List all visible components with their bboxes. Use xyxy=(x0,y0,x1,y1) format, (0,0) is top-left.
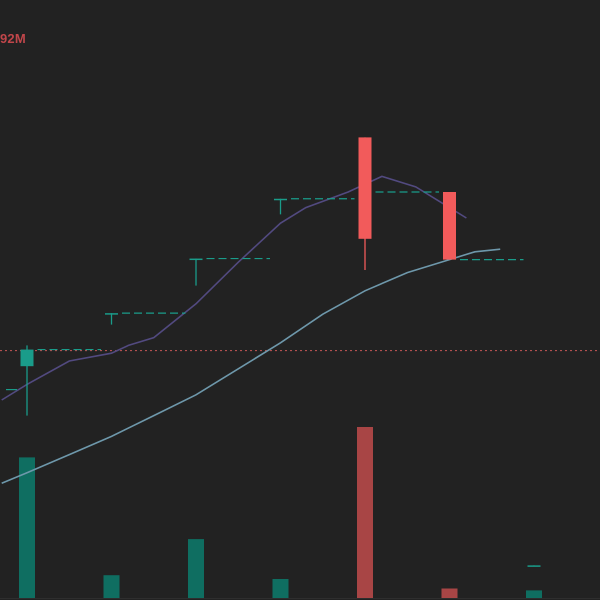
candles[interactable] xyxy=(20,137,541,567)
volume-bar xyxy=(19,457,35,598)
moving-average-layer xyxy=(1,175,501,484)
candle-body xyxy=(443,192,456,260)
ma-short-line xyxy=(1,175,467,401)
candle[interactable] xyxy=(527,565,541,567)
candle-body xyxy=(20,349,34,367)
candle[interactable] xyxy=(274,198,287,215)
volume-bar xyxy=(526,590,542,598)
last-close-ticks xyxy=(6,191,524,391)
volume-bar xyxy=(188,539,204,598)
volume-bar xyxy=(272,579,289,598)
candle-body xyxy=(105,313,118,315)
candle[interactable] xyxy=(20,345,34,416)
ma-long-line xyxy=(1,248,501,484)
candle-body xyxy=(527,565,541,567)
volume-bars xyxy=(0,427,600,599)
volume-value-label: 92M xyxy=(0,31,26,46)
candle[interactable] xyxy=(358,137,372,270)
candle-body xyxy=(274,198,287,201)
candle[interactable] xyxy=(443,192,456,260)
volume-bar xyxy=(357,427,373,598)
candle-body xyxy=(189,258,203,261)
volume-bar xyxy=(441,588,458,598)
volume-bar xyxy=(103,575,120,598)
candle[interactable] xyxy=(105,313,118,325)
candle-body xyxy=(358,137,372,239)
candle[interactable] xyxy=(189,258,203,286)
